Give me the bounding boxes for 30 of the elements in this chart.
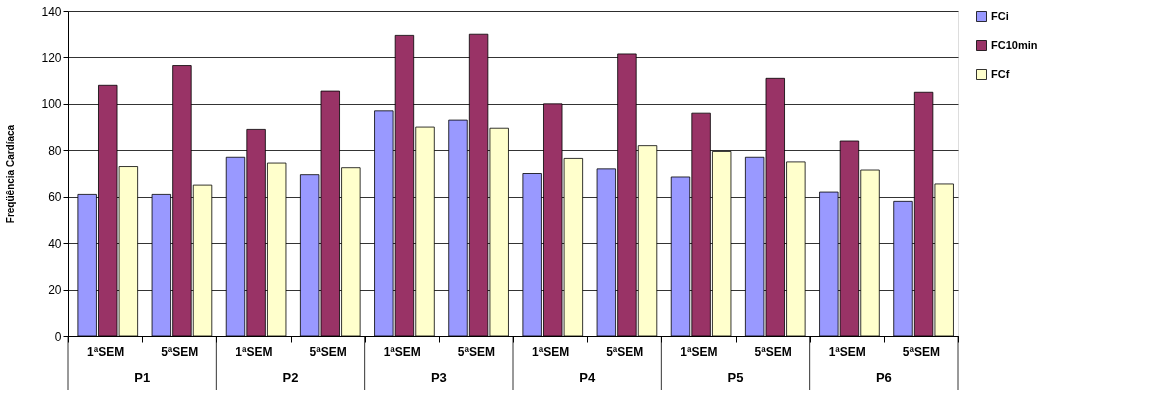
x-tick-label: 5ªSEM	[161, 344, 199, 359]
text: P5	[727, 370, 744, 385]
y-tick-label: 60	[48, 190, 62, 205]
y-axis-title: Freqüência Cardíaca	[5, 124, 17, 224]
text: P6	[875, 370, 892, 385]
x-tick-label: 1ªSEM	[235, 344, 273, 359]
text: P1	[134, 370, 151, 385]
y-tick-label: 100	[41, 97, 62, 112]
y-tick-label: 0	[54, 329, 62, 344]
y-tick-label: 120	[41, 50, 62, 65]
text: P2	[282, 370, 299, 385]
y-tick-label: 140	[41, 4, 62, 19]
x-tick-label: 1ªSEM	[532, 344, 570, 359]
y-tick-label: 40	[48, 236, 62, 251]
legend-label: FCf	[991, 67, 1010, 80]
x-tick-label: 5ªSEM	[457, 344, 495, 359]
y-tick-label: 20	[48, 283, 62, 298]
x-tick-label: 1ªSEM	[680, 344, 718, 359]
legend-label: FC10min	[991, 38, 1038, 51]
x-tick-label: 5ªSEM	[606, 344, 644, 359]
x-tick-label: 5ªSEM	[902, 344, 940, 359]
legend-label: FCi	[991, 9, 1009, 22]
x-tick-label: 5ªSEM	[754, 344, 792, 359]
x-tick-label: 5ªSEM	[309, 344, 347, 359]
x-tick-label: 1ªSEM	[828, 344, 866, 359]
x-tick-label: 1ªSEM	[87, 344, 125, 359]
x-tick-label: 1ªSEM	[383, 344, 421, 359]
y-tick-label: 80	[48, 143, 62, 158]
text: P3	[430, 370, 447, 385]
text: P4	[579, 370, 596, 385]
